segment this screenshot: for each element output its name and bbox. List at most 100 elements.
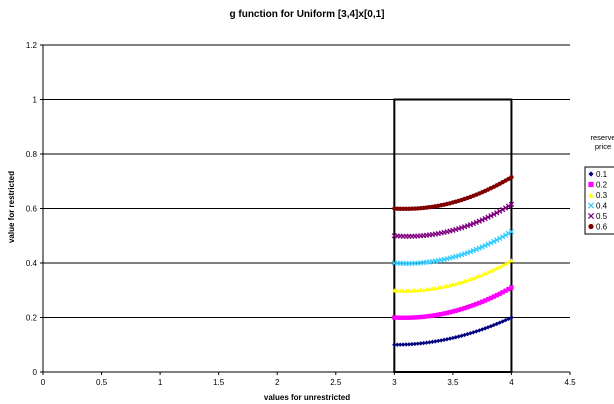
data-point — [494, 210, 500, 216]
y-tick-label: 1 — [33, 96, 38, 105]
data-point — [509, 258, 514, 263]
data-point — [412, 287, 418, 293]
legend-title: reserve — [590, 133, 614, 142]
data-point — [491, 294, 497, 299]
data-point — [392, 315, 397, 320]
chart-title: g function for Uniform [3,4]x[0,1] — [230, 9, 385, 20]
x-tick-label: 0 — [41, 378, 46, 387]
data-point — [459, 306, 464, 312]
data-point — [503, 261, 508, 266]
gridlines — [42, 44, 570, 373]
data-point — [424, 340, 429, 345]
data-point — [509, 174, 514, 180]
data-point — [444, 337, 450, 342]
data-point — [497, 208, 503, 214]
data-point — [441, 337, 447, 343]
data-point — [479, 299, 485, 304]
data-point — [415, 341, 420, 346]
legend-item-0.3: 0.3 — [588, 191, 608, 200]
data-point — [450, 335, 456, 341]
series-layer — [391, 174, 515, 347]
data-point — [412, 341, 418, 347]
data-point — [433, 339, 438, 344]
data-point — [403, 342, 409, 347]
data-point — [397, 342, 403, 347]
data-point — [406, 315, 412, 320]
legend-marker — [588, 223, 594, 230]
data-point — [456, 307, 461, 313]
data-point — [453, 308, 459, 313]
data-point — [400, 288, 406, 293]
data-point — [397, 315, 403, 320]
data-point — [459, 252, 465, 258]
data-point — [433, 312, 438, 318]
data-point — [459, 225, 465, 231]
x-tick-label: 4 — [509, 378, 514, 387]
data-point — [485, 241, 491, 247]
data-point — [488, 295, 494, 301]
data-point — [421, 287, 426, 292]
data-point — [409, 288, 415, 293]
data-point — [436, 312, 441, 317]
legend-marker — [588, 171, 594, 177]
data-point — [395, 288, 400, 293]
data-point — [424, 314, 429, 319]
data-point — [502, 205, 509, 211]
data-point — [508, 201, 515, 208]
legend-marker — [587, 202, 595, 209]
data-point — [409, 341, 415, 347]
data-point — [500, 206, 506, 213]
data-point — [497, 235, 503, 242]
data-point — [482, 271, 488, 276]
data-point — [415, 315, 420, 320]
data-point — [508, 229, 515, 235]
series-0.6 — [392, 174, 514, 212]
y-tick-label: 0 — [33, 368, 38, 377]
legend-label: 0.4 — [596, 202, 608, 211]
legend-item-0.2: 0.2 — [588, 181, 608, 190]
data-point — [397, 288, 403, 293]
x-tick-label: 2 — [275, 378, 280, 387]
data-point — [418, 287, 423, 292]
data-point — [485, 297, 491, 302]
data-point — [392, 288, 397, 293]
legend-item-0.5: 0.5 — [587, 212, 608, 221]
data-point — [479, 272, 485, 277]
data-point — [447, 336, 453, 341]
data-point — [471, 302, 476, 308]
data-point — [497, 264, 502, 269]
data-point — [400, 315, 406, 320]
data-point — [500, 290, 505, 295]
data-point — [427, 340, 432, 345]
x-axis-label: values for unrestricted — [264, 393, 350, 402]
legend-title: price — [595, 142, 611, 151]
data-point — [491, 267, 497, 272]
data-point — [406, 342, 412, 347]
data-point — [505, 230, 512, 237]
data-point — [421, 340, 426, 346]
data-point — [476, 245, 482, 251]
data-point — [477, 273, 482, 278]
data-point — [395, 342, 400, 347]
data-point — [488, 268, 494, 273]
legend-box — [584, 166, 614, 235]
data-point — [491, 211, 497, 217]
data-point — [491, 238, 497, 245]
data-point — [506, 259, 511, 265]
data-point — [438, 338, 444, 343]
data-point — [427, 313, 432, 319]
data-point — [392, 342, 397, 347]
data-point — [476, 218, 482, 224]
data-point — [474, 274, 479, 280]
legend-item-0.4: 0.4 — [587, 202, 608, 211]
legend-label: 0.5 — [596, 212, 608, 221]
legend-item-0.6: 0.6 — [588, 223, 608, 232]
series-0.2 — [392, 285, 514, 320]
data-point — [506, 286, 511, 292]
data-point — [485, 214, 491, 220]
data-point — [494, 293, 500, 298]
data-point — [400, 342, 406, 347]
data-point — [444, 310, 450, 316]
